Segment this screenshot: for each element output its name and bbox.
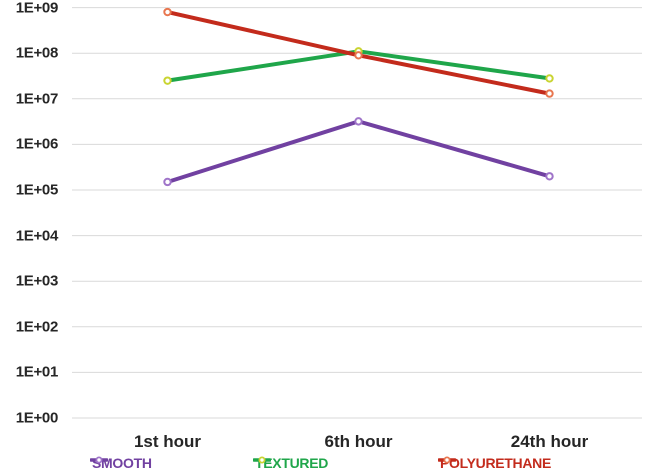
data-point-marker-textured: [545, 74, 554, 83]
legend: SMOOTH TEXTURED POLYURETHANE: [0, 454, 645, 474]
y-tick-label: 1E+02: [15, 318, 59, 336]
data-point-marker-polyurethane: [354, 51, 363, 60]
data-point-marker-smooth: [163, 177, 172, 187]
legend-label: TEXTURED: [255, 455, 329, 471]
legend-item-smooth: SMOOTH: [90, 454, 152, 472]
legend-line-marker-icon: [438, 456, 456, 464]
y-tick-label: 1E+01: [15, 363, 59, 381]
legend-label: POLYURETHANE: [440, 455, 552, 471]
data-point-marker-polyurethane: [163, 7, 172, 17]
data-point-marker-textured: [163, 76, 172, 85]
x-axis-label: 1st hour: [133, 432, 202, 451]
y-tick-label: 1E+00: [15, 409, 59, 427]
legend-item-textured: TEXTURED: [253, 454, 328, 472]
data-point-marker-smooth: [545, 172, 554, 181]
y-tick-label: 1E+07: [15, 90, 59, 108]
y-tick-label: 1E+09: [15, 0, 59, 17]
legend-item-polyurethane: POLYURETHANE: [438, 454, 551, 472]
series-line-smooth: [165, 119, 552, 184]
data-point-marker-polyurethane: [545, 89, 554, 98]
data-point-marker-smooth: [354, 117, 363, 126]
y-tick-label: 1E+05: [15, 181, 59, 199]
x-axis-label: 6th hour: [324, 432, 393, 451]
y-tick-label: 1E+04: [15, 227, 59, 245]
y-tick-label: 1E+06: [15, 135, 59, 153]
y-tick-label: 1E+03: [15, 272, 59, 290]
x-axis-label: 24th hour: [510, 432, 589, 451]
legend-line-marker-icon: [253, 456, 271, 464]
y-tick-label: 1E+08: [15, 44, 59, 62]
legend-line-marker-icon: [90, 456, 108, 464]
